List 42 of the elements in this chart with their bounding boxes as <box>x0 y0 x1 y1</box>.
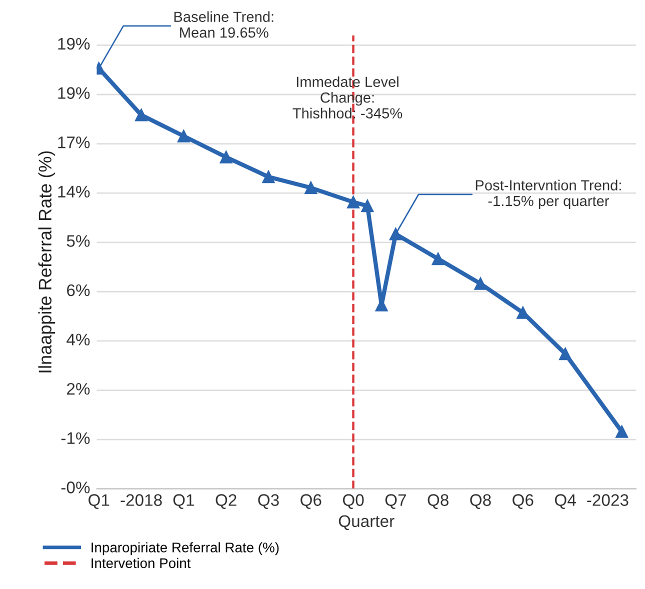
point <box>220 150 232 164</box>
text: 17% <box>58 136 90 148</box>
text: 5% <box>66 235 90 247</box>
point <box>347 196 360 208</box>
point <box>262 170 275 184</box>
x-tick-label: Q0 <box>342 494 364 509</box>
point <box>177 130 190 142</box>
x-tick-label: Q6 <box>300 494 322 509</box>
x-tick-label: -2023 <box>587 494 628 506</box>
legend-label: Inparopiriate Referral Rate (%) <box>92 542 279 556</box>
text: 4% <box>66 334 90 346</box>
annotation: Post-Intervntion Trend: -1.15% per quarter <box>476 180 621 210</box>
x-tick-label: -2018 <box>120 494 162 506</box>
point <box>361 200 374 212</box>
annotation: Immedate Level Change: Thishhod: -345% <box>292 76 402 118</box>
text: 2% <box>67 382 90 395</box>
point <box>474 277 487 290</box>
text: -1% <box>61 432 90 444</box>
legend-label: Intervetion Point <box>92 558 191 568</box>
y-axis-title: Ilnaappite Referral Rate (%) <box>38 151 56 372</box>
point <box>432 252 444 266</box>
x-tick-label: Q3 <box>258 494 279 509</box>
point <box>135 108 148 122</box>
point <box>304 182 318 194</box>
x-tick-label: Q7 <box>385 494 406 509</box>
x-tick-label: Q8 <box>470 494 491 509</box>
point <box>559 348 572 360</box>
text: 19% <box>58 87 90 99</box>
x-tick-label: Q2 <box>216 494 236 509</box>
x-tick-label: Q6 <box>512 494 534 509</box>
point <box>389 228 402 240</box>
point <box>616 425 628 438</box>
text: 14% <box>58 186 90 198</box>
x-tick-label: Q4 <box>554 494 576 509</box>
x-tick-label: Q8 <box>428 494 448 509</box>
annotation: Baseline Trend: Mean 19.65% <box>174 11 274 38</box>
x-tick-label: Q1 <box>173 494 194 509</box>
x-tick-label: Q1 <box>88 494 110 509</box>
text: 6% <box>67 284 90 296</box>
x-axis-title: Quarter <box>338 515 394 530</box>
text: 19% <box>58 38 90 50</box>
text: -0% <box>61 482 90 494</box>
